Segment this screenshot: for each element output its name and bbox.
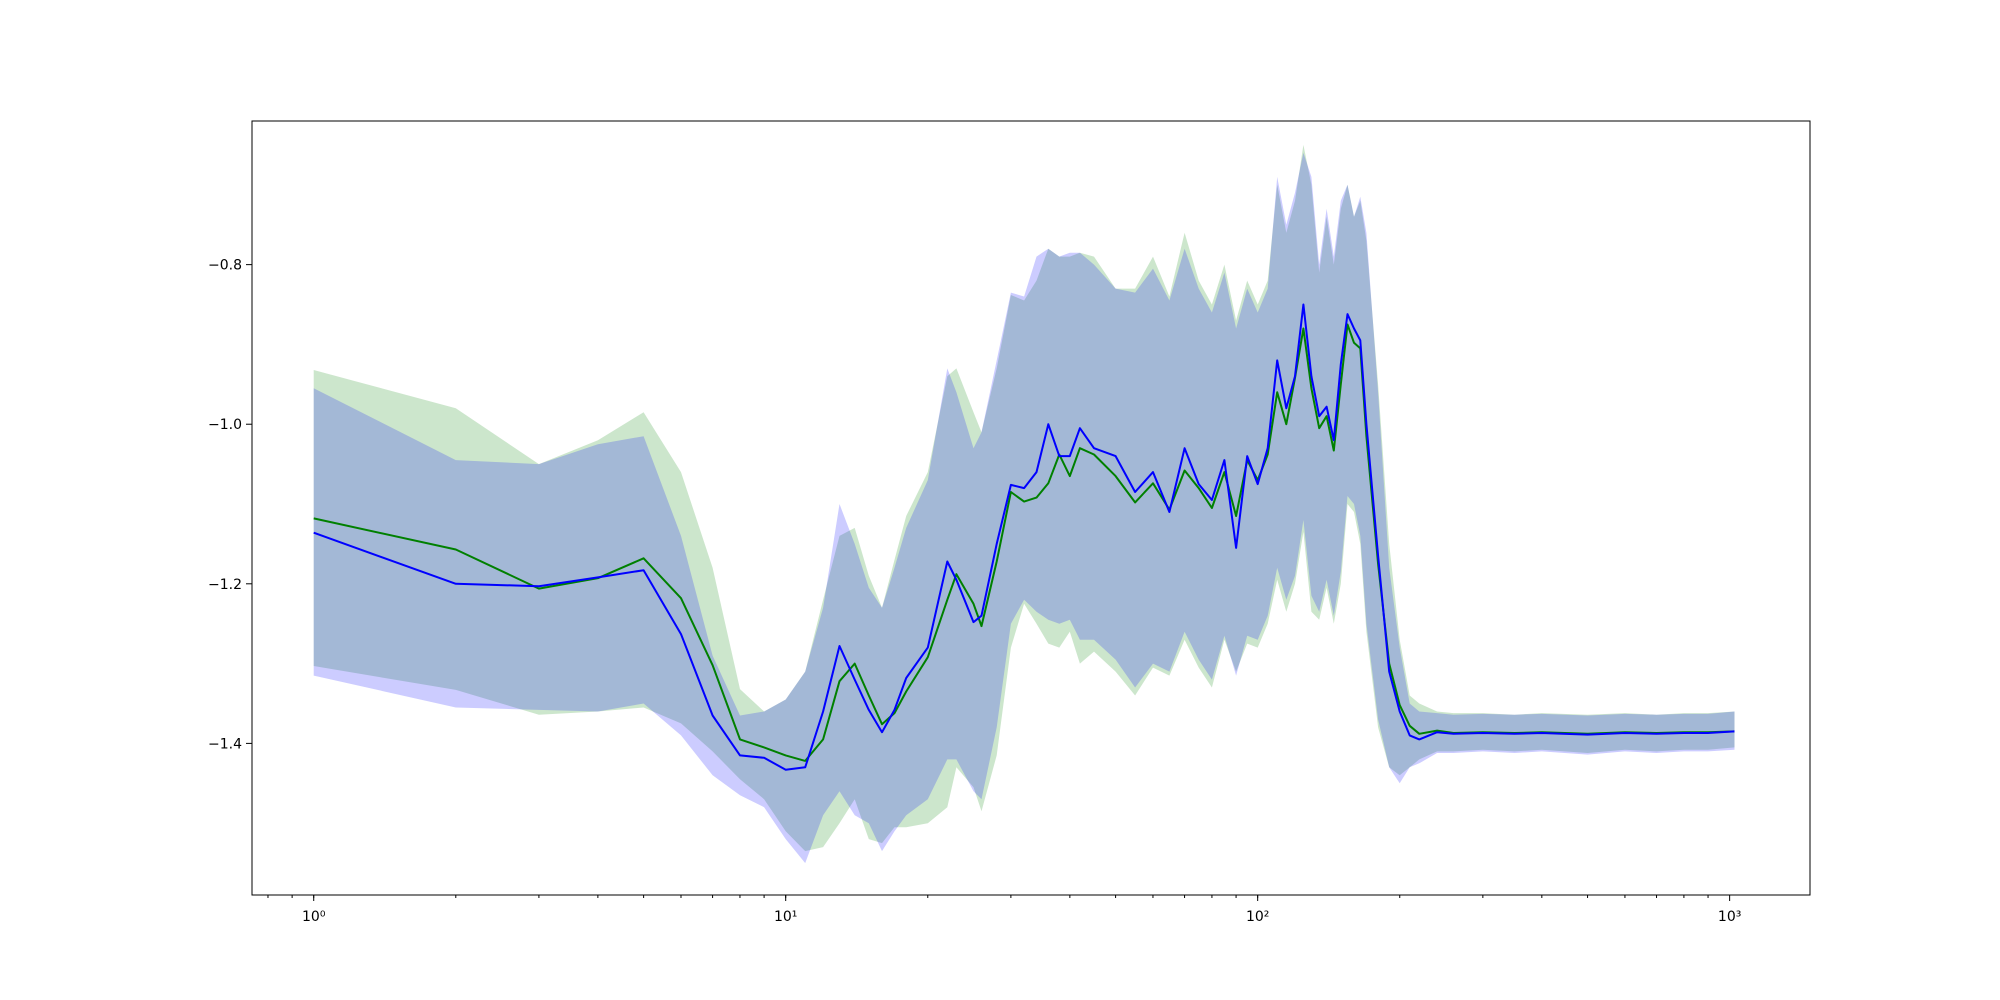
- y-tick-label: −0.8: [208, 258, 242, 274]
- series-1-band: [313, 152, 1735, 864]
- y-tick-label: −1.4: [208, 736, 242, 752]
- x-tick-label: 10³: [1718, 909, 1741, 925]
- confidence-bands: [313, 144, 1735, 864]
- x-axis-ticks: 10⁰ 10¹ 10² 10³: [267, 895, 1741, 925]
- series-1-line: [313, 303, 1735, 771]
- x-tick-label: 10⁰: [302, 909, 326, 925]
- series-0-line: [313, 323, 1735, 762]
- y-tick-label: −1.2: [208, 577, 242, 593]
- series-0-band: [313, 144, 1735, 852]
- y-axis-ticks: −1.4 −1.2 −1.0 −0.8: [208, 258, 252, 752]
- x-tick-label: 10²: [1246, 909, 1269, 925]
- plot-frame: [251, 120, 1811, 896]
- x-tick-label: 10¹: [774, 909, 797, 925]
- y-tick-label: −1.0: [208, 417, 242, 433]
- series-lines: [313, 303, 1735, 771]
